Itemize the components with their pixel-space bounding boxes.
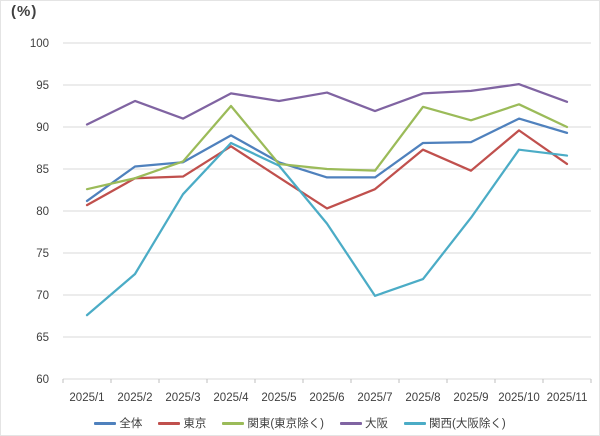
y-axis-tick-label: 85 [36,164,49,176]
series-line-4 [85,141,569,317]
x-axis-tick-label: 2025/7 [357,392,392,404]
x-axis-tick-label: 2025/10 [498,392,540,404]
y-axis-tick-label: 80 [36,206,49,218]
legend-item: 大阪 [340,415,388,431]
y-axis-tick-label: 60 [36,374,49,386]
legend-label: 全体 [119,418,143,430]
series-line-2 [85,103,569,191]
legend-swatch [404,421,426,425]
y-axis-tick-label: 70 [36,290,49,302]
y-axis-tick-label: 95 [36,80,49,92]
y-axis-tick-label: 65 [36,332,49,344]
x-axis-tick-label: 2025/2 [117,392,152,404]
x-axis-tick-label: 2025/1 [69,392,104,404]
series-line-1 [85,129,569,210]
chart-title: (%) [11,3,38,20]
series-line-3 [85,83,569,126]
y-axis-tick-label: 75 [36,248,49,260]
x-axis-tick-label: 2025/9 [453,392,488,404]
x-axis-tick-label: 2025/3 [165,392,200,404]
legend-item: 関西(大阪除く) [404,415,506,431]
legend-swatch [158,421,181,425]
x-axis-tick-label: 2025/4 [213,392,249,404]
y-axis-tick-label: 90 [36,122,49,134]
legend-swatch [222,421,245,425]
x-axis-tick-label: 2025/6 [309,392,344,404]
x-axis-tick-label: 2025/5 [261,392,296,404]
x-axis-tick-label: 2025/8 [405,392,440,404]
legend-label: 大阪 [365,418,388,430]
series-line-0 [85,117,569,203]
legend-label: 東京 [183,418,207,430]
legend-swatch [94,421,117,425]
legend-item: 東京 [158,415,206,431]
legend-item: 関東(東京除く) [222,415,324,431]
legend: 全体 東京 関東(東京除く) 大阪 関西(大阪除く) [1,412,599,434]
legend-item: 全体 [94,415,142,431]
legend-label: 関東(東京除く) [247,418,324,430]
legend-swatch [340,421,362,425]
legend-label: 関西(大阪除く) [429,418,506,430]
y-axis-tick-label: 100 [30,38,49,50]
x-axis-tick-label: 2025/11 [547,392,588,404]
